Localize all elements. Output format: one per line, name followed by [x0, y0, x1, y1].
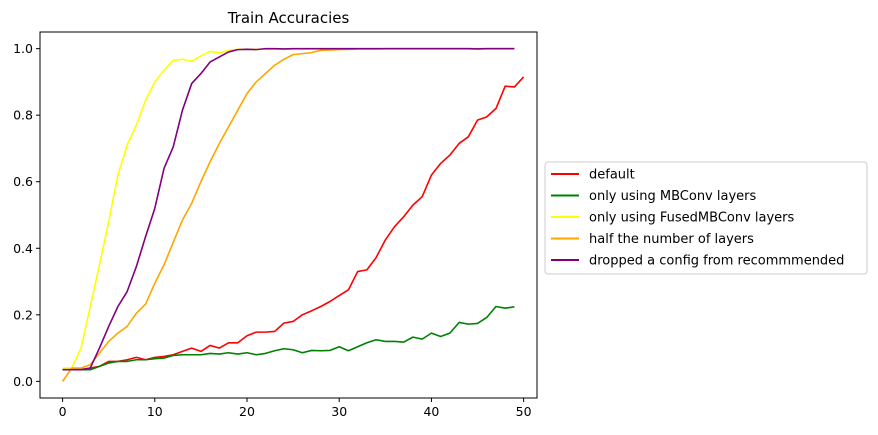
y-tick-label: 0.4: [13, 241, 33, 256]
y-tick-label: 1.0: [13, 41, 33, 56]
x-tick-label: 20: [239, 404, 255, 419]
x-tick-label: 10: [147, 404, 163, 419]
series-line-0: [62, 76, 525, 371]
legend-label-1: only using MBConv layers: [589, 189, 756, 204]
x-tick-label: 0: [59, 404, 67, 419]
x-tick-label: 50: [516, 404, 532, 419]
legend-box: [544, 161, 868, 275]
y-axis: 0.0 0.2 0.4 0.6 0.8 1.0: [13, 41, 40, 389]
legend-label-4: dropped a config from recommmended: [589, 254, 844, 269]
x-tick-label: 30: [331, 404, 347, 419]
x-tick-label: 40: [423, 404, 439, 419]
y-tick-label: 0.0: [13, 374, 33, 389]
chart-title: Train Accuracies: [227, 9, 350, 27]
series-line-4: [62, 47, 515, 371]
series-line-1: [62, 305, 515, 371]
plot-frame: [39, 31, 538, 399]
x-axis: 0 10 20 30 40 50: [59, 398, 532, 419]
legend-label-3: half the number of layers: [589, 232, 754, 247]
plot-lines: [61, 47, 525, 382]
y-tick-label: 0.6: [13, 174, 33, 189]
legend: default only using MBConv layers only usin…: [544, 161, 868, 275]
legend-label-2: only using FusedMBConv layers: [589, 211, 795, 226]
y-tick-label: 0.8: [13, 108, 33, 123]
y-tick-label: 0.2: [13, 307, 33, 322]
series-line-2: [62, 47, 515, 369]
series-line-3: [61, 47, 515, 382]
legend-label-0: default: [589, 168, 635, 183]
